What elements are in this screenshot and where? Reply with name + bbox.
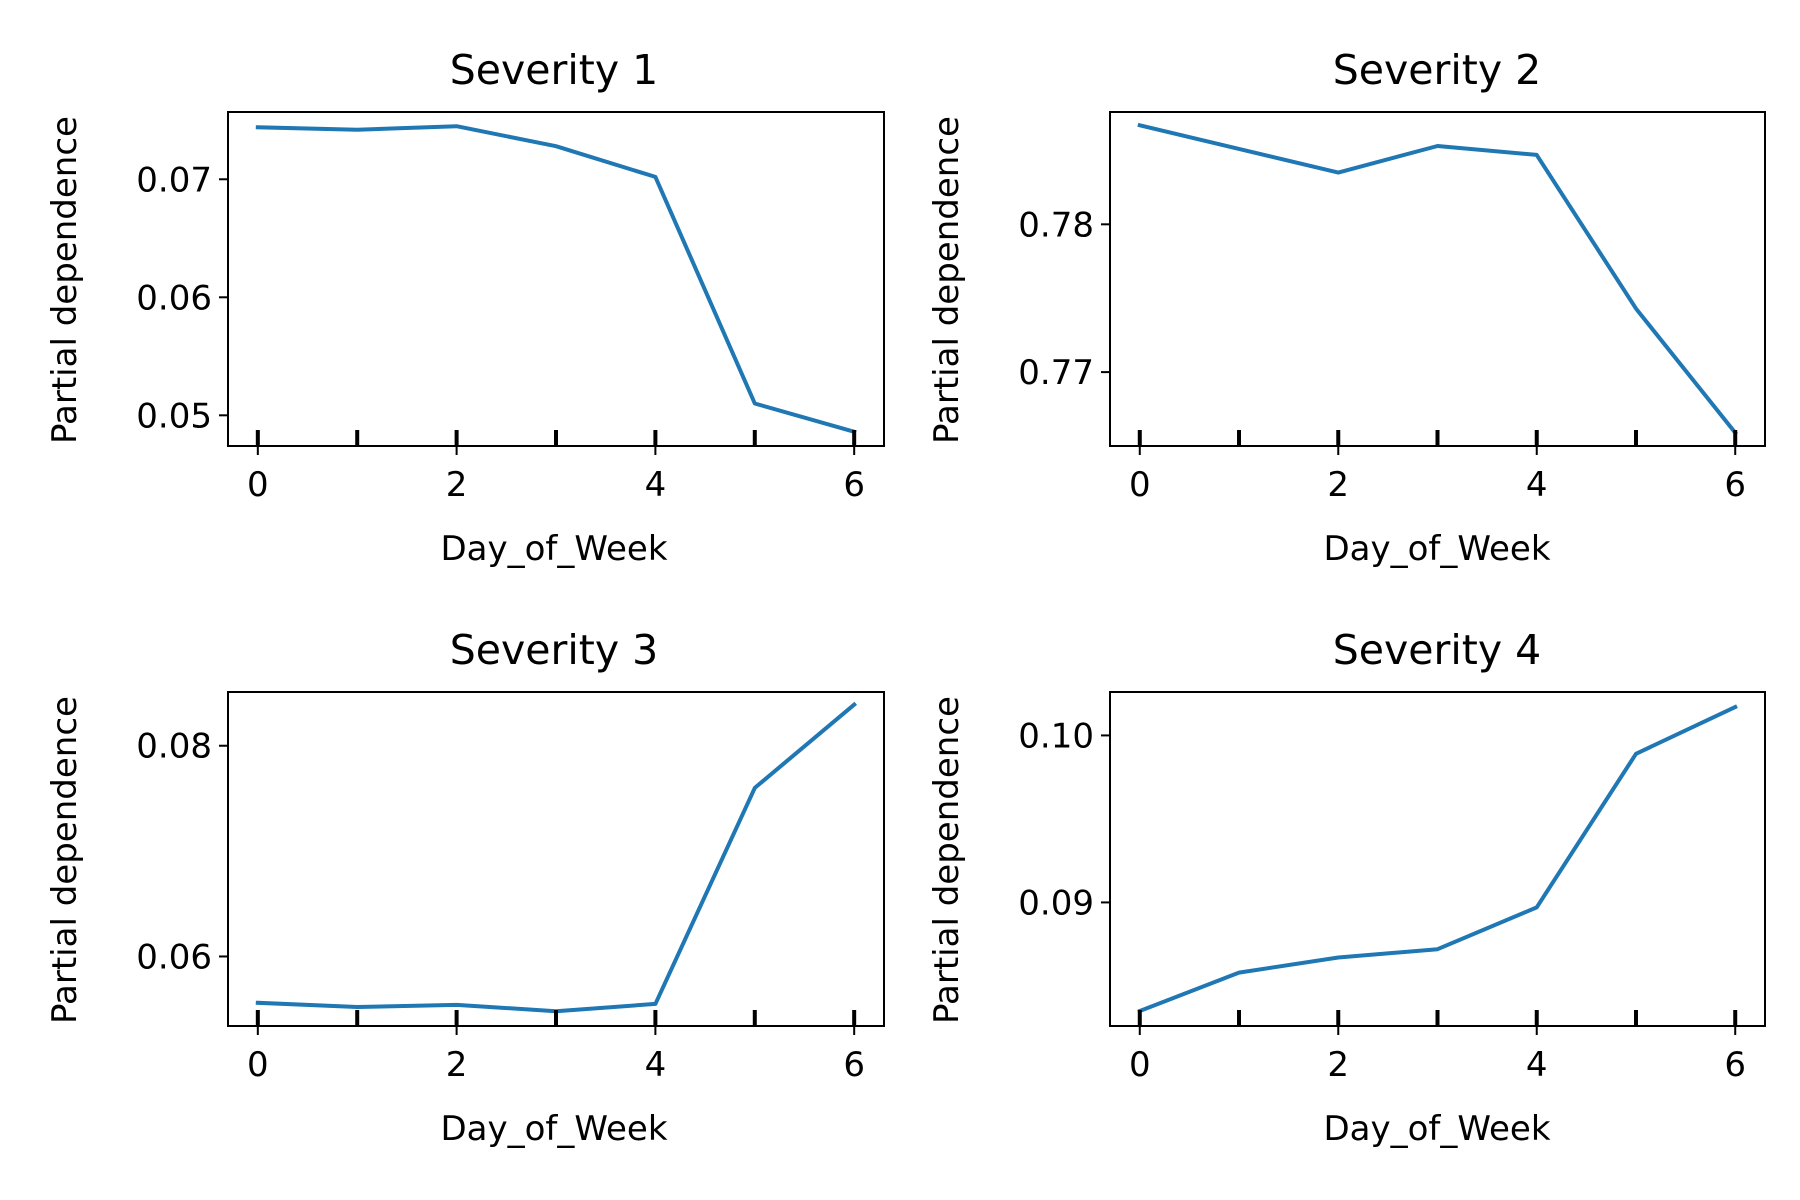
x-tick-label: 2 [1327,1045,1349,1085]
series-line [1137,122,1739,436]
axes-frame [227,111,885,447]
x-tick-label: 6 [1724,1045,1746,1085]
x-tick-label: 4 [645,1045,667,1085]
y-tick-label: 0.05 [136,396,212,436]
axes-frame [1109,111,1766,447]
series-line [255,124,857,435]
subplot-title: Severity 1 [450,46,658,94]
x-axis-label: Day_of_Week [1323,1109,1550,1149]
subplot-title: Severity 3 [450,626,658,674]
subplot-severity-3: Severity 3 Day_of_Week Partial dependenc… [45,626,885,1149]
subplot-severity-2: Severity 2 Day_of_Week Partial dependenc… [927,46,1766,569]
x-tick-label: 0 [247,465,269,505]
x-tick-label: 4 [1526,1045,1548,1085]
y-tick-label: 0.07 [136,160,212,200]
y-tick-label: 0.10 [1018,716,1094,756]
y-axis-label: Partial dependence [927,696,967,1024]
axes-frame [227,691,885,1027]
y-tick-label: 0.06 [136,278,212,318]
plot-area: 0 2 4 6 0.09 0.10 [1018,691,1766,1085]
x-tick-label: 4 [645,465,667,505]
x-tick-label: 6 [1724,465,1746,505]
subplot-title: Severity 4 [1333,626,1541,674]
y-tick-label: 0.09 [1018,883,1094,923]
y-tick-label: 0.08 [136,727,212,767]
x-axis-label: Day_of_Week [440,1109,667,1149]
x-tick-label: 6 [843,1045,865,1085]
y-tick-label: 0.06 [136,937,212,977]
axes-frame [1109,691,1766,1027]
x-tick-label: 2 [1327,465,1349,505]
series-line [1137,704,1738,1014]
subplot-severity-4: Severity 4 Day_of_Week Partial dependenc… [927,626,1766,1149]
y-axis-label: Partial dependence [45,696,85,1024]
y-axis-label: Partial dependence [927,116,967,444]
x-tick-label: 6 [843,465,865,505]
plot-area: 0 2 4 6 0.77 0.78 [1018,111,1766,505]
x-tick-label: 2 [446,465,468,505]
y-tick-label: 0.78 [1018,205,1094,245]
y-axis-label: Partial dependence [45,116,85,444]
plot-area: 0 2 4 6 0.06 0.08 [136,691,885,1085]
x-tick-label: 0 [1129,465,1151,505]
subplot-title: Severity 2 [1333,46,1541,94]
x-tick-label: 4 [1526,465,1548,505]
plot-area: 0 2 4 6 0.05 0.06 0.07 [136,111,885,505]
x-tick-label: 2 [446,1045,468,1085]
x-tick-label: 0 [1129,1045,1151,1085]
subplot-severity-1: Severity 1 Day_of_Week Partial dependenc… [45,46,885,569]
x-tick-label: 0 [247,1045,269,1085]
x-axis-label: Day_of_Week [440,529,667,569]
x-axis-label: Day_of_Week [1323,529,1550,569]
y-tick-label: 0.77 [1018,353,1094,393]
